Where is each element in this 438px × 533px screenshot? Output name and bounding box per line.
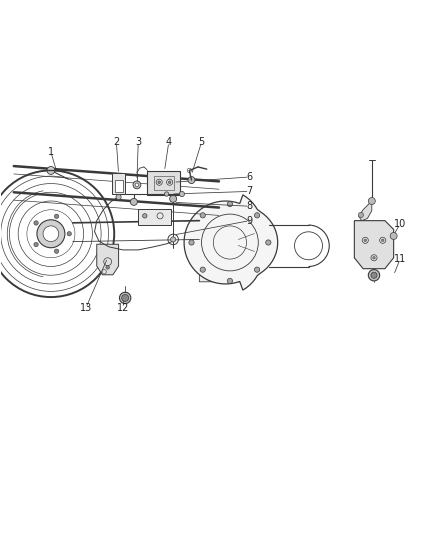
Circle shape	[143, 214, 147, 218]
Circle shape	[200, 267, 205, 272]
Circle shape	[254, 267, 260, 272]
Circle shape	[116, 195, 121, 200]
Circle shape	[135, 183, 139, 187]
Text: 9: 9	[247, 216, 253, 225]
Circle shape	[170, 195, 177, 203]
Text: 13: 13	[80, 303, 92, 313]
FancyBboxPatch shape	[147, 171, 180, 195]
Text: 3: 3	[135, 137, 141, 147]
Circle shape	[122, 294, 129, 302]
Circle shape	[47, 166, 55, 174]
Circle shape	[106, 265, 110, 269]
Circle shape	[158, 181, 160, 183]
Circle shape	[266, 240, 271, 245]
Circle shape	[170, 237, 176, 242]
Circle shape	[368, 270, 380, 281]
Circle shape	[368, 198, 375, 205]
FancyBboxPatch shape	[113, 173, 125, 193]
Circle shape	[189, 240, 194, 245]
Circle shape	[358, 212, 364, 217]
Circle shape	[168, 181, 171, 183]
Text: 4: 4	[166, 137, 172, 147]
Circle shape	[227, 278, 233, 284]
Text: 1: 1	[48, 147, 54, 157]
Circle shape	[179, 191, 184, 197]
Polygon shape	[199, 225, 263, 282]
Circle shape	[254, 213, 260, 218]
Circle shape	[364, 239, 367, 241]
Circle shape	[133, 181, 141, 189]
Circle shape	[381, 239, 384, 241]
Circle shape	[390, 232, 397, 239]
Circle shape	[120, 292, 131, 304]
Text: 8: 8	[247, 201, 253, 211]
Circle shape	[54, 214, 59, 219]
Polygon shape	[138, 209, 171, 224]
Text: 2: 2	[113, 137, 120, 147]
Text: 7: 7	[247, 187, 253, 196]
Text: 12: 12	[117, 303, 129, 313]
Text: 6: 6	[247, 172, 253, 182]
Circle shape	[43, 226, 59, 241]
Circle shape	[371, 272, 377, 278]
Text: 5: 5	[198, 137, 205, 147]
Text: 11: 11	[394, 254, 406, 264]
FancyBboxPatch shape	[115, 180, 123, 192]
Polygon shape	[97, 244, 119, 275]
Polygon shape	[354, 221, 394, 269]
Text: 10: 10	[394, 219, 406, 229]
Circle shape	[34, 221, 38, 225]
Circle shape	[373, 256, 375, 259]
Circle shape	[54, 249, 59, 253]
Circle shape	[200, 213, 205, 218]
Polygon shape	[359, 201, 372, 221]
Circle shape	[34, 243, 38, 247]
Circle shape	[67, 231, 71, 236]
Circle shape	[188, 176, 195, 183]
Circle shape	[164, 192, 169, 196]
Circle shape	[131, 198, 138, 205]
Polygon shape	[184, 195, 278, 290]
Circle shape	[37, 220, 65, 248]
Circle shape	[227, 201, 233, 207]
